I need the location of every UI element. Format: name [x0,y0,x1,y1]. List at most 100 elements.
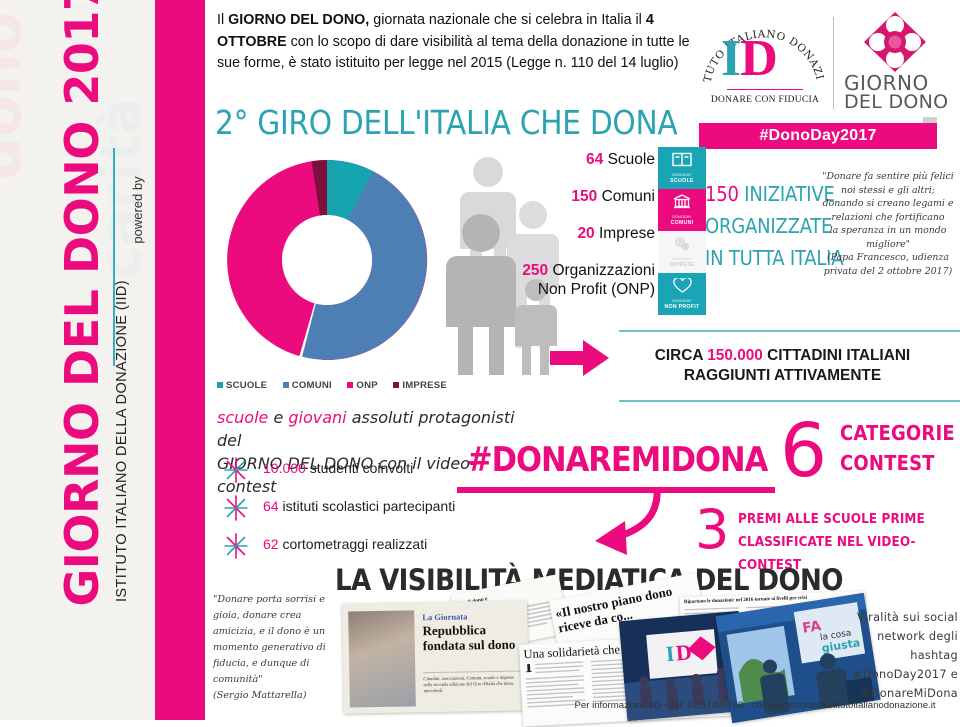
sg-line2: GIORNO DEL DONO con il video-contest [217,454,476,496]
slice-imprese [311,160,327,216]
sg-pink-2: giovani [288,408,347,427]
brand-line-1: GIORNO [844,71,929,95]
circa-number: 150.000 [707,347,763,364]
tile-imprese-top: DONODAY [672,257,692,261]
iid-monogram: ID [721,33,811,85]
contest-categories: CATEGORIE CONTEST [840,418,960,478]
matta-line-0: "Donare porta sorrisi e [213,594,325,605]
tile-comuni[interactable]: DONODAY COMUNI [658,189,706,231]
tv-interview-photo: FA la cosa giusta [715,592,881,724]
circa-line2: RAGGIUNTI ATTIVAMENTE [683,367,882,384]
bullet-text-2: 64 istituti scolastici partecipanti [263,498,455,514]
tv-stage-photo: I D [618,610,748,722]
legend-label-comuni: COMUNI [291,380,332,391]
press-clip-tv-interview: FA la cosa giusta [715,592,881,724]
bullet-label-1: studenti coinvolti [305,460,414,476]
svg-text:dono: dono [0,12,35,180]
svg-text:FA: FA [801,618,822,637]
hashtag-ribbon: #DonoDay2017 [699,123,937,149]
building-icon [658,194,706,214]
tile-imprese[interactable]: DONODAY IMPRESE [658,231,706,273]
legend-swatch-scuole [217,382,223,389]
repubblica-headline: Repubblica fondata sul dono [422,622,516,653]
intro-bold-event: GIORNO DEL DONO, [228,12,370,28]
diamond-flower-icon [864,12,926,72]
circa-banner: CIRCA 150.000 CITTADINI ITALIANI RAGGIUN… [605,330,960,402]
mattarella-quote: "Donare porta sorrisi e gioia, donare cr… [213,592,338,704]
contest-cat-line2: CONTEST [840,451,935,475]
bullet-number-2: 64 [263,498,279,514]
left-divider [113,148,115,366]
viral-line-1: Viralità sui social [856,611,958,624]
sg-mid: e [268,408,289,427]
stat-scuole-label: Scuole [607,151,655,168]
papa-line-3: relazioni che fortificano [831,211,945,223]
papa-line-2: donando si creano legami e [822,198,954,209]
stat-comuni: 150 Comuni [485,187,655,206]
svg-text:civile: civile [50,0,101,100]
circa-text: CIRCA 150.000 CITTADINI ITALIANI RAGGIUN… [605,346,960,386]
bullet-label-3: cortometraggi realizzati [278,536,428,552]
tile-comuni-name: COMUNI [670,220,694,226]
right-arrow-icon [550,340,609,376]
matta-line-5: comunità" [213,674,263,685]
contest-cat-line1: CATEGORIE [840,421,955,445]
asterisk-star-icon [224,495,248,521]
logo-rule [727,89,803,90]
legend-item-onp: ONP [347,380,378,391]
giorno-del-dono-logo: GIORNO DEL DONO [844,11,949,119]
legend-label-scuole: SCUOLE [226,380,268,391]
matta-line-3: momento generativo di [213,642,326,653]
svg-text:solidale: solidale [154,325,155,500]
curved-arrow-icon [595,486,661,555]
donut-chart-svg [227,160,428,360]
left-panel: comunità dono civile carità solidale don… [0,0,155,720]
press-clip-repubblica: La Giornata Repubblica fondata sul dono … [342,600,529,714]
monogram-i: I [721,30,741,87]
papa-francesco-quote: "Donare fa sentire più felici noi stessi… [813,170,960,278]
donut-chart [209,148,449,378]
iniziative-line1: 150 INIZIATIVE [705,178,845,210]
svg-text:D: D [675,639,693,665]
intro-paragraph: Il GIORNO DEL DONO, giornata nazionale c… [217,12,690,71]
legend-item-comuni: COMUNI [282,380,332,391]
iniziative-number: 150 [705,182,739,206]
bullet-number-1: 10.000 [263,460,306,476]
viral-line-3: hashtag [910,649,958,662]
legend-label-onp: ONP [356,380,378,391]
press-collage: Tra il dono e il dovere «Il nostro piano… [333,572,881,727]
stat-scuole-number: 64 [586,151,604,168]
iid-arc-text-icon: ISTITUTO ITALIANO DONAZIONE [699,7,825,84]
brand-line-2: DEL DONO [844,91,949,114]
organization-label: ISTITUTO ITALIANO DELLA DONAZIONE (IID) [114,279,130,603]
chart-legend: SCUOLE COMUNI ONP IMPRESE [217,380,447,391]
tile-np-name: NON PROFIT [664,304,700,310]
brand-name: GIORNO DEL DONO [844,73,949,113]
papa-line-1: noi stessi e gli altri; [841,184,935,196]
legend-swatch-imprese [393,382,400,389]
matta-line-4: fiducia, e dunque di [213,658,310,669]
three-number: 3 [695,498,730,561]
main-content: Il GIORNO DEL DONO, giornata nazionale c… [205,0,960,727]
svg-text:giusta: giusta [821,636,861,655]
slice-comuni [302,171,427,360]
tile-scuole[interactable]: DONODAY SCUOLE [658,147,706,189]
papa-line-0: "Donare fa sentire più felici [822,171,954,182]
hashtag-underline [457,487,775,493]
gears-icon [658,236,706,256]
papa-line-6: (Papa Francesco, udienza [827,252,949,263]
viral-line-2: network degli [877,630,958,643]
bullet-text-1: 10.000 studenti coinvolti [263,460,413,476]
scuole-giovani-text: scuole e giovani assoluti protagonisti d… [217,406,517,498]
stat-onp-label: Organizzazioni [552,262,655,279]
tile-non-profit[interactable]: DONODAY NON PROFIT [658,273,706,315]
premi-line2: CLASSIFICATE NEL VIDEO-CONTEST [738,535,916,573]
viral-line-4: #DonoDay2017 e [853,668,958,681]
legend-item-imprese: IMPRESE [393,380,447,391]
matta-line-6: (Sergio Mattarella) [213,690,307,701]
stat-onp: 250 Organizzazioni Non Profit (ONP) [485,261,655,299]
stat-onp-label2: Non Profit (ONP) [537,281,655,298]
circa-rule-top [619,330,960,332]
viral-line-5: #DonareMiDona [861,687,958,700]
